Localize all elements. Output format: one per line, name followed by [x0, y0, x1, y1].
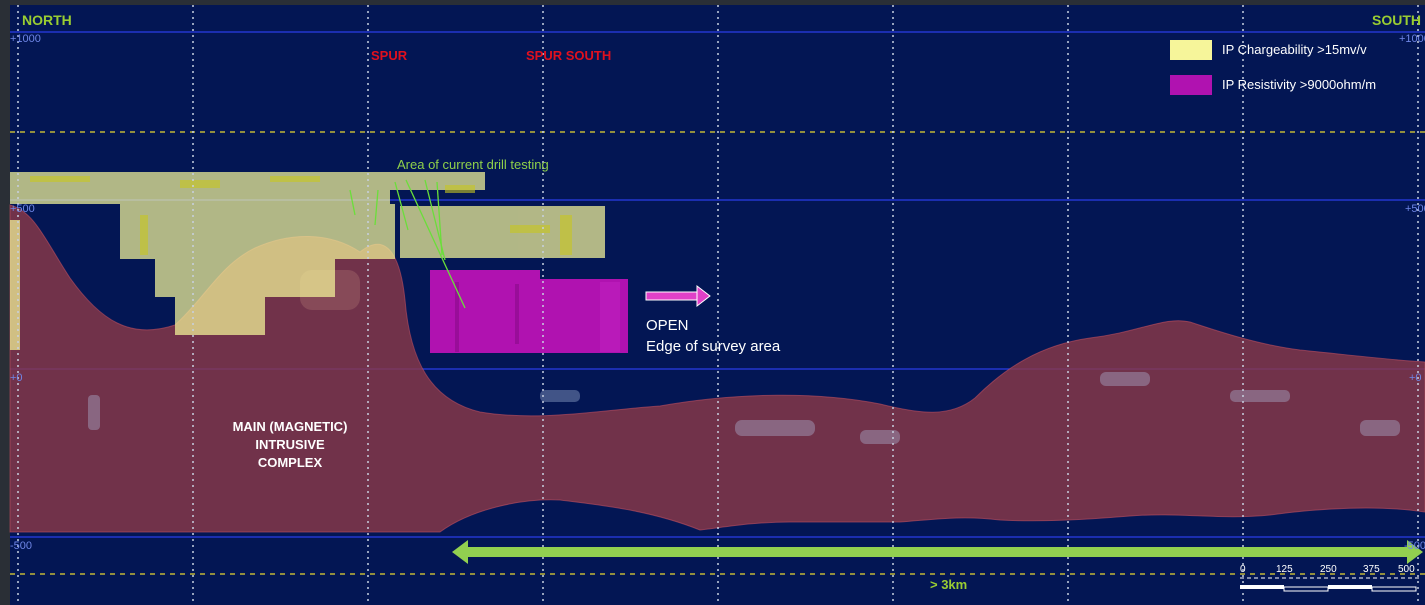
length-label: > 3km — [930, 577, 968, 592]
legend-chargeability-swatch — [1170, 40, 1212, 60]
chargeability-texture — [30, 176, 572, 255]
north-label: NORTH — [22, 12, 72, 28]
spur-label: SPUR — [371, 48, 408, 63]
scale-tick-250: 250 — [1320, 564, 1337, 575]
scale-tick-375: 375 — [1363, 564, 1380, 575]
legend-resistivity-swatch — [1170, 75, 1212, 95]
complex-label-line-1: MAIN (MAGNETIC) — [232, 419, 348, 434]
chargeability-zone — [10, 172, 605, 350]
spur-south-label: SPUR SOUTH — [526, 48, 612, 63]
complex-label-line-3: COMPLEX — [257, 455, 323, 470]
edge-of-survey-label: Edge of survey area — [646, 338, 781, 355]
elevation-label-0-left: +0 — [10, 372, 23, 384]
drill-traces — [349, 179, 466, 309]
elevation-label-500-right: +500 — [1405, 203, 1425, 215]
section-grid-lines — [17, 5, 1419, 605]
elevation-label-0-right: +0 — [1409, 372, 1422, 384]
resistivity-zone — [430, 270, 628, 353]
scale-bar — [1240, 577, 1420, 592]
complex-label-line-2: INTRUSIVE — [255, 437, 325, 452]
elevation-label-minus500-right: -500 — [1404, 540, 1425, 552]
elevation-label-1000-left: +1000 — [10, 33, 41, 45]
elevation-label-500-left: +500 — [10, 203, 35, 215]
open-arrow-icon — [645, 284, 711, 308]
resistivity-block — [430, 279, 628, 353]
drill-area-label: Area of current drill testing — [397, 157, 549, 172]
intrusive-complex-label: MAIN (MAGNETIC) INTRUSIVE COMPLEX — [200, 418, 380, 472]
elevation-label-1000-right: +1000 — [1399, 33, 1425, 45]
south-label: SOUTH — [1372, 12, 1421, 28]
intrusive-highlights — [88, 270, 1400, 444]
scale-tick-500: 500 — [1398, 564, 1415, 575]
length-double-arrow-icon — [452, 540, 1423, 564]
scale-tick-125: 125 — [1276, 564, 1293, 575]
scale-tick-0: 0 — [1240, 564, 1246, 575]
open-label: OPEN — [646, 317, 689, 334]
elevation-label-minus500-left: -500 — [10, 540, 33, 552]
legend-resistivity-label: IP Resistivity >9000ohm/m — [1222, 77, 1377, 92]
legend-chargeability-label: IP Chargeability >15mv/v — [1222, 42, 1367, 57]
